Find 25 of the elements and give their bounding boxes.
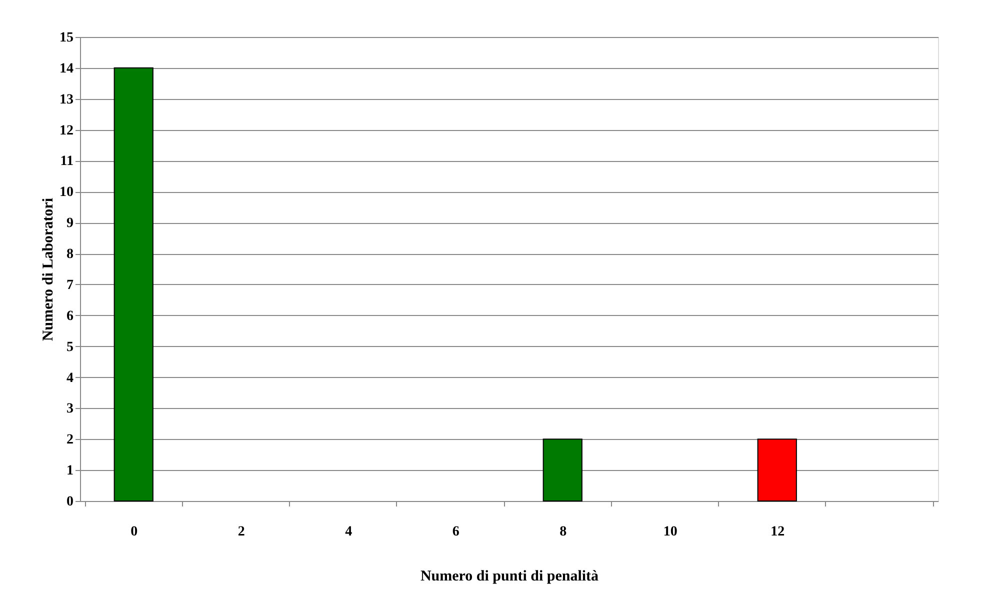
y-tick-label: 15 — [60, 30, 74, 46]
x-tick-label: 4 — [345, 524, 352, 540]
x-tick-label: 6 — [452, 524, 460, 540]
y-tick-label: 2 — [66, 432, 74, 448]
x-tick-label: 12 — [770, 524, 785, 540]
x-tick-label: 2 — [238, 524, 245, 540]
x-axis-title: Numero di punti di penalità — [420, 568, 600, 584]
y-tick-label: 13 — [60, 92, 74, 108]
y-axis-title: Numero di Laboratori — [40, 198, 56, 342]
y-tick-label: 11 — [60, 154, 74, 170]
y-tick-label: 10 — [60, 185, 74, 200]
y-tick-label: 1 — [66, 464, 74, 479]
y-tick-label: 0 — [66, 494, 74, 510]
y-tick-label: 6 — [66, 308, 74, 324]
x-tick-label: 10 — [663, 524, 678, 540]
x-tick-label: 8 — [560, 524, 567, 540]
y-tick-label: 8 — [66, 247, 74, 262]
y-tick-label: 4 — [66, 370, 74, 386]
x-tick-label: 0 — [130, 524, 138, 540]
y-tick-label: 12 — [60, 123, 74, 138]
y-tick-label: 3 — [66, 402, 74, 417]
y-tick-label: 5 — [66, 340, 74, 355]
y-tick-label: 7 — [66, 278, 74, 293]
y-tick-label: 14 — [60, 61, 74, 76]
y-tick-label: 9 — [66, 216, 74, 232]
